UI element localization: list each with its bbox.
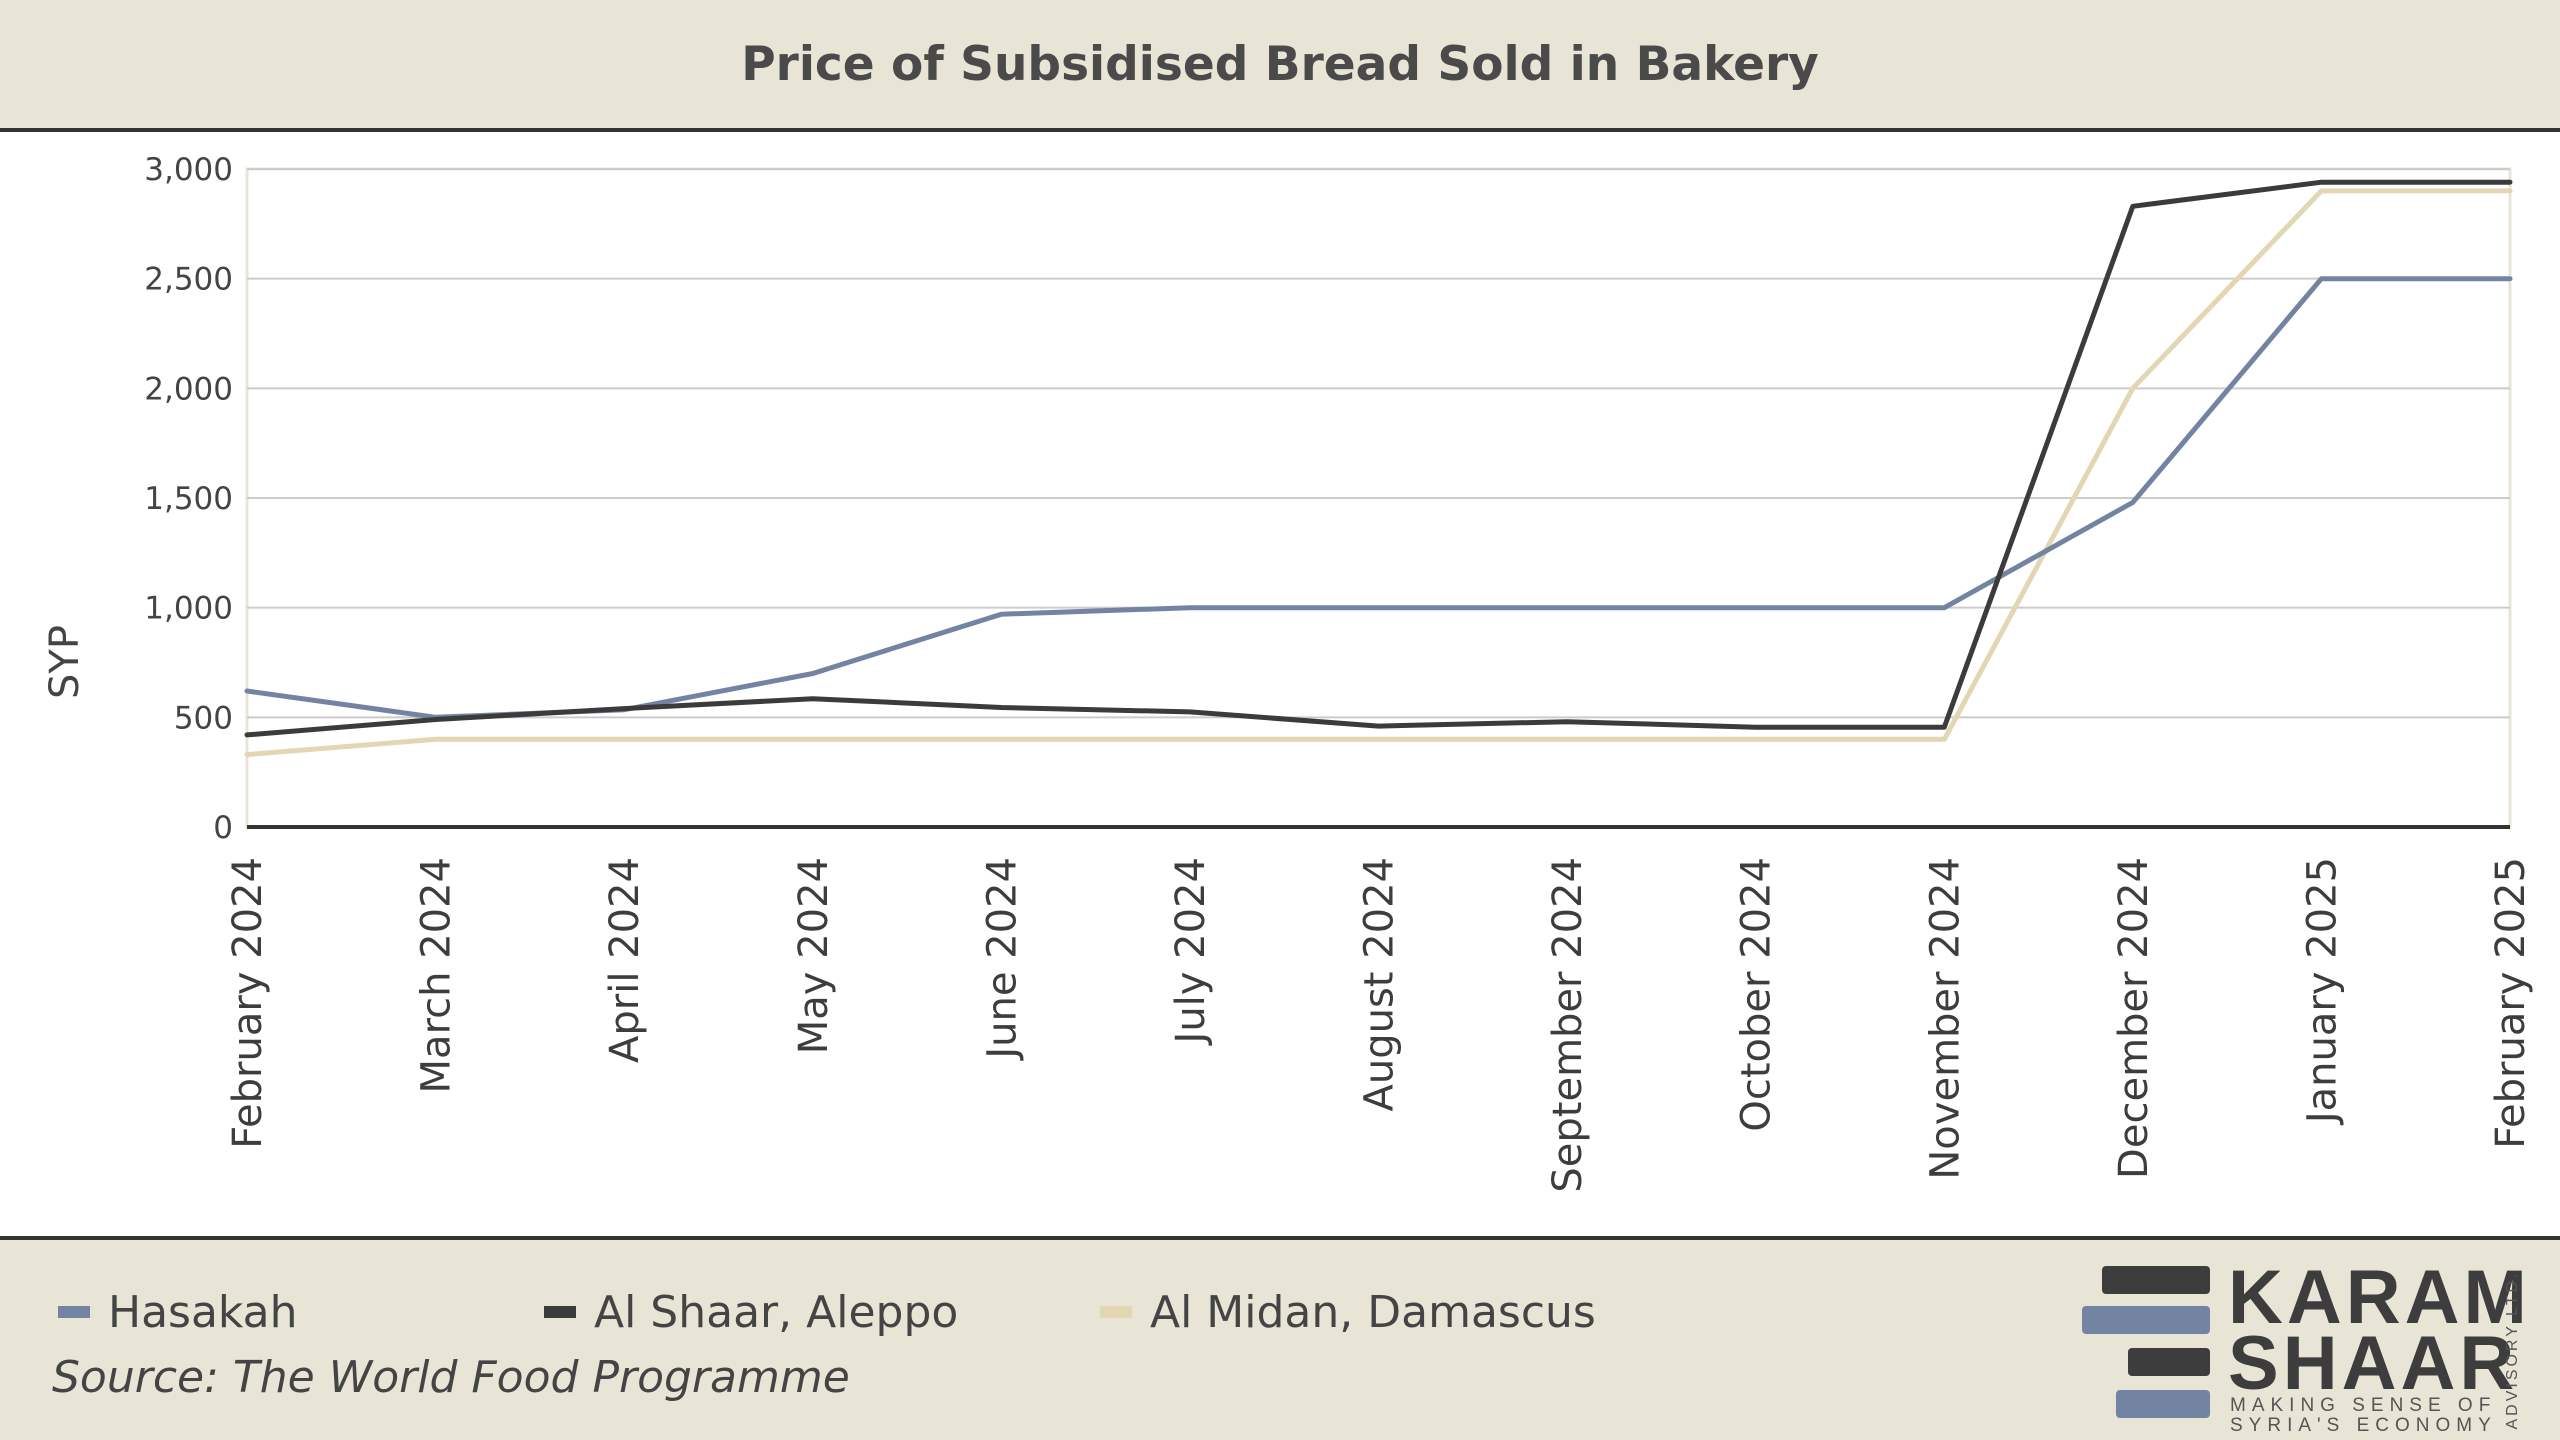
chart-header: Price of Subsidised Bread Sold in Bakery [0,0,2560,132]
y-tick-label: 0 [213,810,233,846]
chart-footer: Hasakah Al Shaar, Aleppo Al Midan, Damas… [0,1236,2560,1440]
y-tick-label: 500 [174,700,233,736]
logo-side-container: ADVISORY LTD. [2498,1270,2528,1430]
karam-shaar-logo: KARAM SHAAR MAKING SENSE OF SYRIA'S ECON… [2080,1255,2540,1436]
x-tick-label: January 2025 [2299,857,2345,1126]
legend-swatch-damascus [1100,1306,1132,1318]
plot-area: SYP 0 500 1,000 1,500 2,000 2,500 3,000 Februar… [0,132,2560,1236]
legend-swatch-aleppo [544,1306,576,1318]
legend-item-hasakah: Hasakah [58,1282,298,1342]
logo-bar-3 [2128,1348,2210,1376]
logo-word-karam: KARAM [2228,1255,2531,1340]
legend-label-damascus: Al Midan, Damascus [1150,1286,1596,1338]
x-tick-label: April 2024 [602,857,648,1063]
y-tick-label: 1,000 [144,591,233,627]
series-line-al-shaar-aleppo [244,179,2513,738]
logo-bar-1 [2102,1266,2210,1294]
logo-word-shaar: SHAAR [2228,1321,2519,1406]
legend-item-damascus: Al Midan, Damascus [1100,1282,1596,1342]
chart-title: Price of Subsidised Bread Sold in Bakery [741,36,1819,92]
logo-bar-2 [2082,1306,2210,1334]
x-tick-label: August 2024 [1357,857,1403,1112]
logo-tagline-1: MAKING SENSE OF [2230,1395,2497,1416]
line-chart: 0 500 1,000 1,500 2,000 2,500 3,000 February 20… [144,152,2534,1193]
legend-item-aleppo: Al Shaar, Aleppo [544,1282,958,1342]
x-tick-label: March 2024 [414,857,460,1093]
source-note: Source: The World Food Programme [52,1352,850,1403]
series-line-al-midan-damascus [244,188,2513,758]
logo-bars-icon [2080,1266,2220,1426]
y-axis-label: SYP [42,625,88,699]
y-tick-label: 3,000 [144,152,233,188]
legend-label-hasakah: Hasakah [108,1286,298,1338]
y-tick-label: 2,000 [144,371,233,407]
y-tick-label: 2,500 [144,262,233,298]
x-tick-label: November 2024 [1922,857,1968,1180]
logo-bar-4 [2116,1390,2210,1418]
x-tick-label: December 2024 [2111,857,2157,1179]
x-tick-label: June 2024 [979,857,1025,1062]
logo-side-text: ADVISORY LTD. [2504,1270,2521,1430]
x-tick-label: July 2024 [1168,857,1214,1046]
y-tick-label: 1,500 [144,481,233,517]
y-axis-label-container: SYP [20,532,110,792]
x-tick-label: February 2025 [2488,857,2534,1149]
x-tick-label: September 2024 [1545,857,1591,1193]
x-tick-label: February 2024 [225,857,271,1149]
logo-tagline-2: SYRIA'S ECONOMY [2230,1415,2497,1436]
legend-label-aleppo: Al Shaar, Aleppo [594,1286,959,1338]
x-tick-label: October 2024 [1734,857,1780,1132]
legend-swatch-hasakah [58,1306,90,1318]
x-tick-label: May 2024 [791,857,837,1054]
